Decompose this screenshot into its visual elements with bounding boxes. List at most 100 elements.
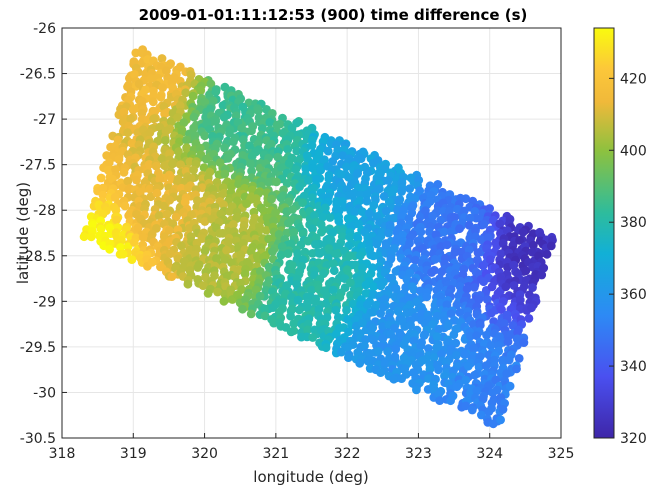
- data-point: [180, 197, 190, 207]
- data-point: [277, 242, 287, 252]
- data-point: [158, 83, 168, 92]
- data-point: [397, 187, 406, 196]
- data-point: [123, 128, 133, 138]
- data-point: [383, 176, 393, 185]
- data-point: [317, 227, 326, 237]
- data-point: [266, 139, 276, 149]
- data-point: [502, 369, 512, 378]
- data-point: [495, 219, 505, 229]
- data-point: [485, 255, 495, 264]
- data-point: [283, 249, 293, 258]
- data-point: [406, 320, 415, 330]
- data-point: [337, 347, 346, 357]
- data-point: [380, 359, 390, 368]
- data-point: [409, 336, 419, 346]
- data-point: [241, 295, 250, 305]
- data-point: [246, 247, 256, 257]
- axes-box: [61, 27, 562, 439]
- data-point: [151, 161, 161, 171]
- data-point: [146, 74, 156, 84]
- data-point: [247, 126, 256, 136]
- data-point: [416, 341, 426, 351]
- data-point: [424, 374, 433, 383]
- data-point: [119, 168, 129, 177]
- data-point: [391, 344, 401, 354]
- data-point: [200, 217, 210, 226]
- data-point: [267, 194, 276, 204]
- data-point: [154, 211, 164, 221]
- data-point: [272, 120, 282, 130]
- data-point: [442, 300, 452, 310]
- data-point: [346, 278, 355, 287]
- data-point: [227, 258, 236, 267]
- data-point: [346, 290, 355, 300]
- data-point: [474, 295, 484, 304]
- data-point: [307, 285, 316, 295]
- data-point: [325, 213, 335, 222]
- data-point: [358, 318, 367, 328]
- data-point: [537, 270, 547, 280]
- data-point: [238, 304, 247, 314]
- data-point: [133, 223, 143, 233]
- data-point: [405, 268, 414, 278]
- data-point: [155, 174, 165, 184]
- colorbar-tick-label: 340: [620, 359, 647, 375]
- data-point: [222, 245, 232, 255]
- data-point: [442, 240, 452, 250]
- data-point: [114, 155, 124, 164]
- data-point: [149, 114, 159, 124]
- data-point: [524, 314, 534, 323]
- data-point: [384, 228, 393, 238]
- data-point: [461, 401, 471, 411]
- data-point: [434, 324, 444, 334]
- data-point: [228, 220, 238, 229]
- x-axis-label: longitude (deg): [253, 468, 368, 486]
- data-point: [513, 327, 522, 337]
- data-point: [135, 187, 145, 197]
- data-point: [527, 303, 536, 313]
- x-tick-label: 324: [476, 446, 503, 462]
- data-point: [206, 79, 216, 89]
- data-point: [171, 212, 181, 222]
- data-point: [292, 146, 302, 156]
- data-point: [497, 305, 506, 314]
- data-point: [361, 280, 371, 290]
- data-point: [476, 235, 486, 245]
- data-point: [188, 91, 198, 101]
- data-point: [360, 341, 369, 351]
- data-point: [262, 225, 271, 235]
- data-point: [253, 106, 263, 116]
- data-point: [397, 374, 406, 383]
- data-point: [373, 156, 383, 165]
- data-point: [417, 309, 426, 319]
- data-point: [269, 216, 278, 226]
- data-point: [225, 206, 235, 216]
- data-point: [223, 154, 233, 163]
- data-point: [295, 182, 304, 192]
- data-point: [376, 169, 385, 178]
- data-point: [432, 332, 442, 341]
- x-tick-label: 325: [548, 446, 575, 462]
- data-point: [483, 233, 493, 243]
- data-point: [376, 281, 386, 291]
- data-point: [102, 151, 112, 160]
- data-point: [200, 246, 210, 256]
- data-point: [472, 331, 481, 341]
- data-point: [446, 227, 456, 237]
- data-point: [324, 174, 334, 184]
- colorbar: [593, 27, 615, 439]
- data-point: [344, 172, 353, 182]
- data-point: [368, 323, 378, 333]
- data-point: [307, 141, 317, 150]
- data-point: [440, 371, 449, 381]
- data-point: [353, 169, 362, 178]
- data-point: [129, 238, 139, 247]
- data-point: [460, 350, 470, 359]
- data-point: [434, 365, 443, 375]
- data-point: [286, 327, 296, 337]
- chart-title: 2009-01-01:11:12:53 (900) time differenc…: [139, 6, 528, 24]
- colorbar-tick-label: 380: [620, 215, 647, 231]
- data-point: [183, 279, 193, 289]
- data-point: [128, 105, 138, 115]
